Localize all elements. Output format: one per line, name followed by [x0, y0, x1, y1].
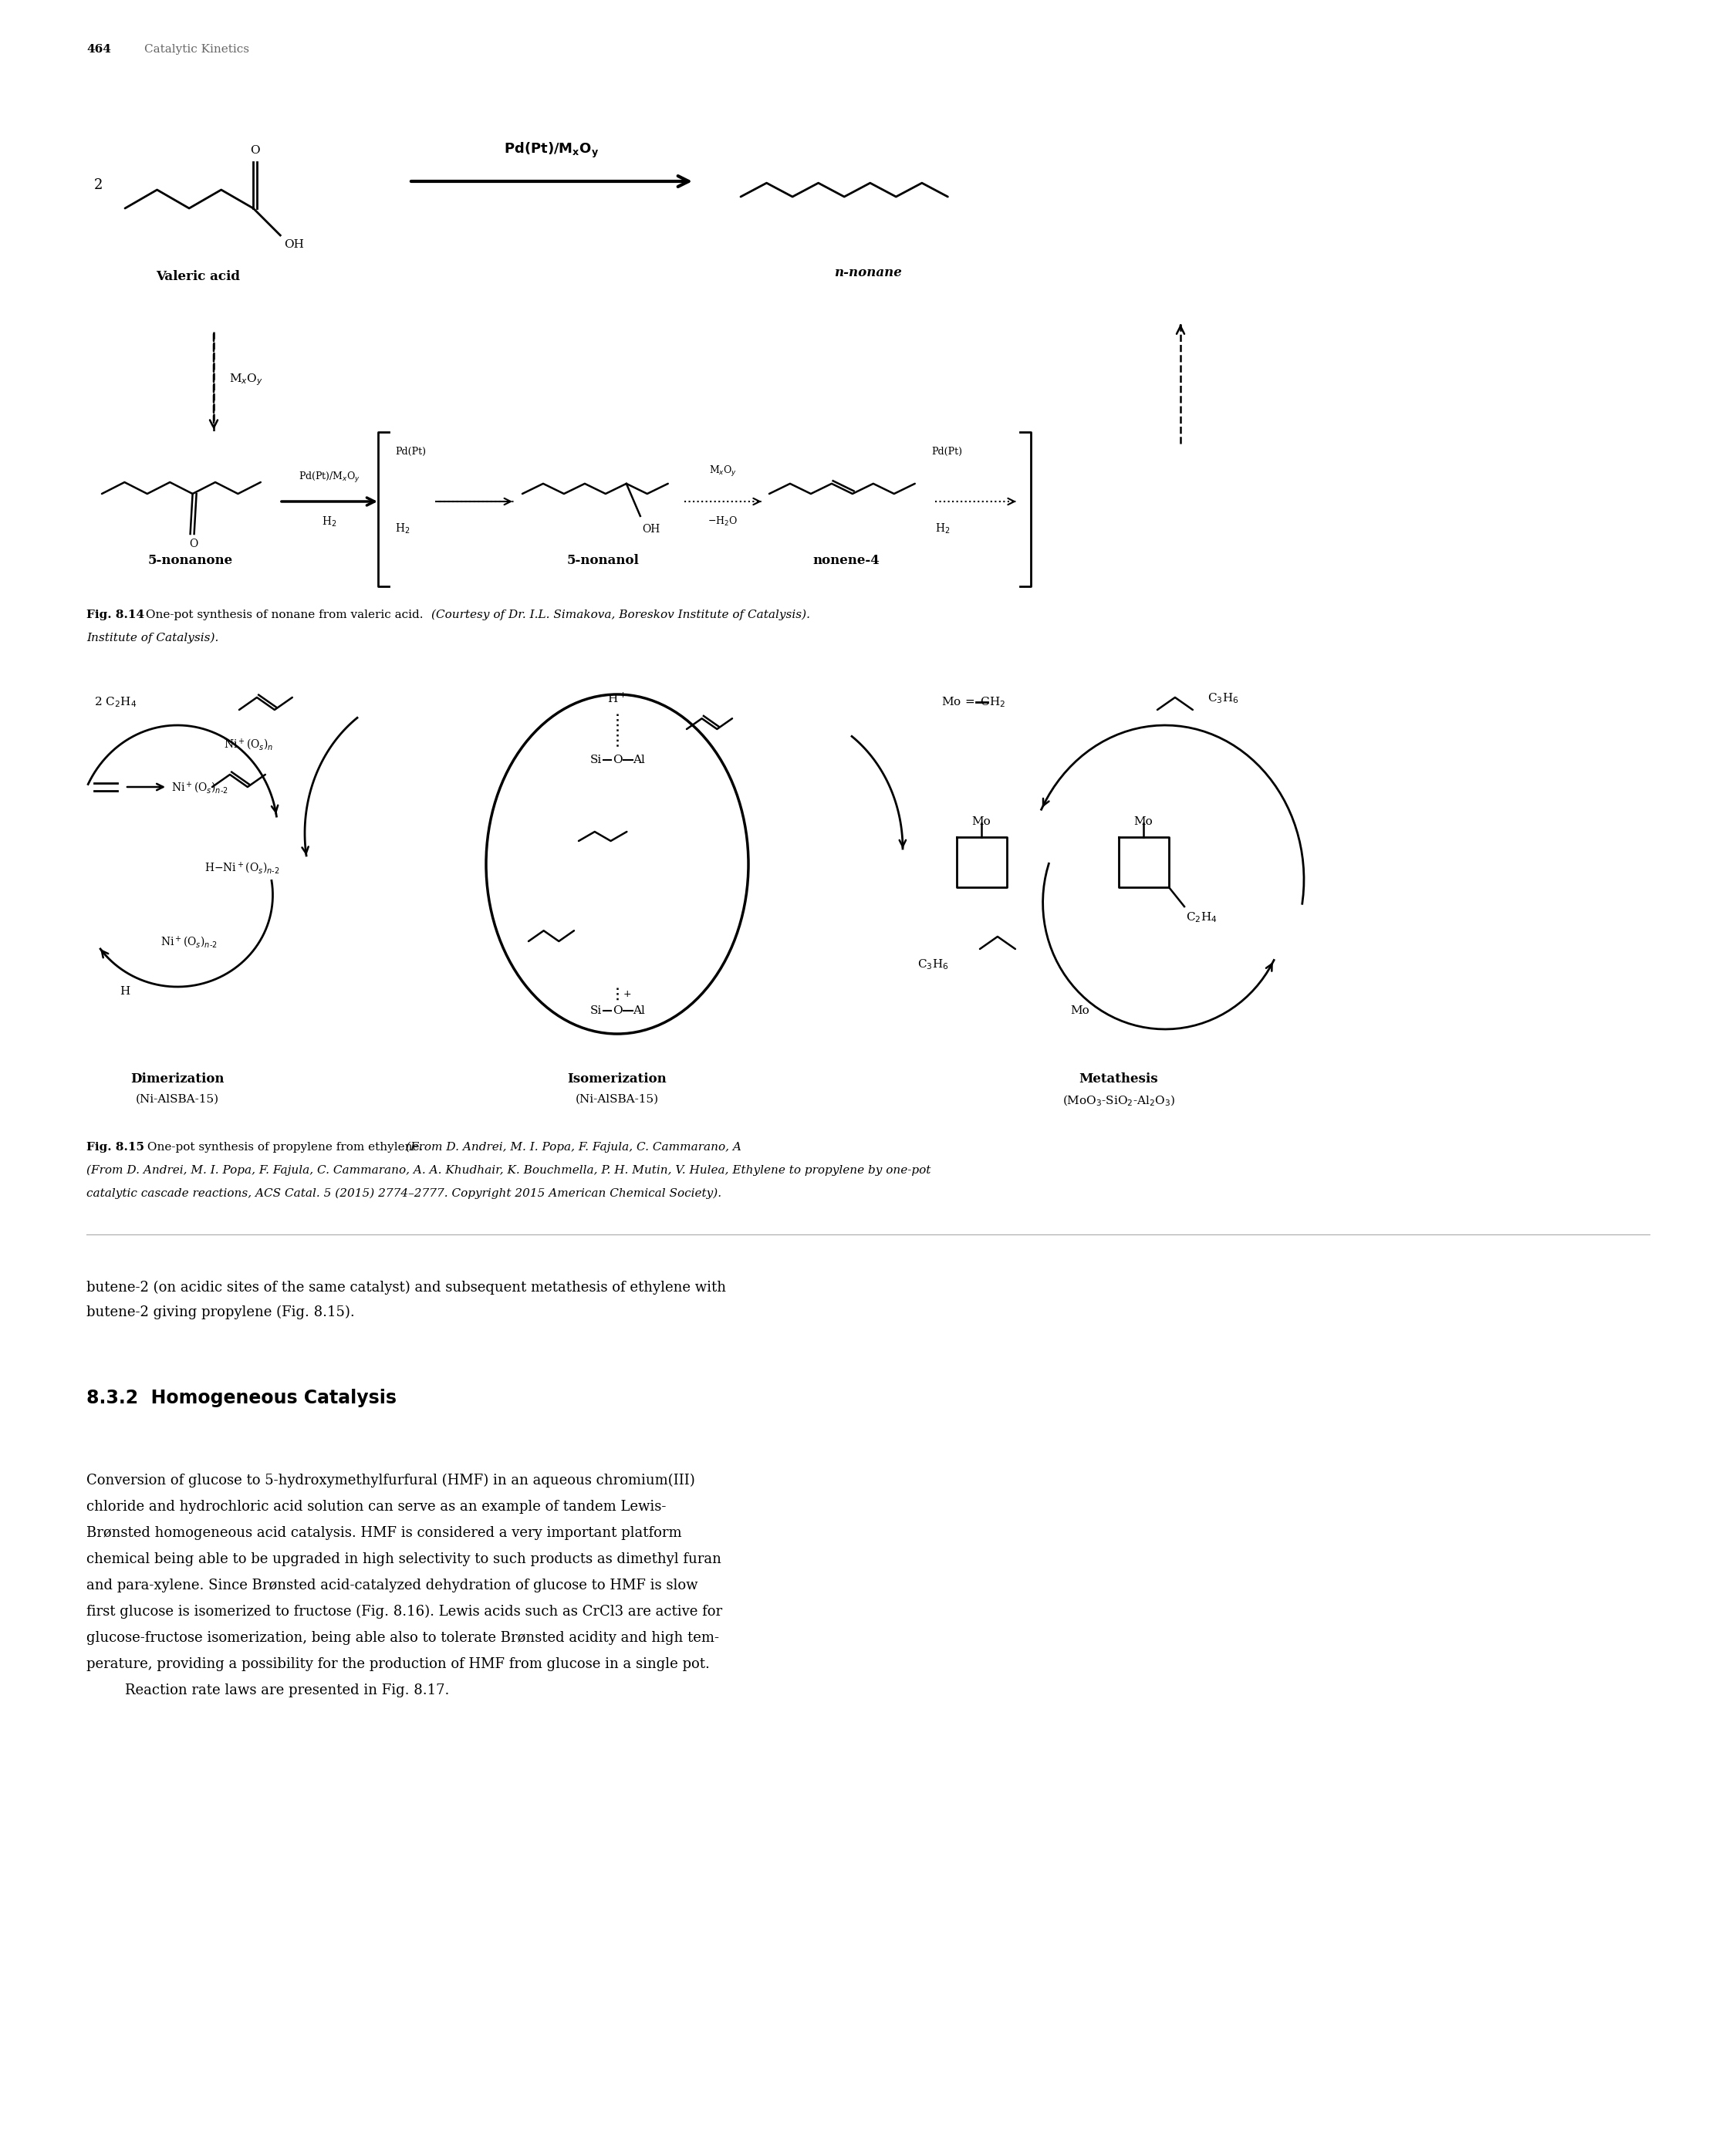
Text: n-nonane: n-nonane [833, 265, 903, 278]
Text: Metathesis: Metathesis [1080, 1073, 1158, 1085]
Text: 8.3.2  Homogeneous Catalysis: 8.3.2 Homogeneous Catalysis [87, 1390, 396, 1407]
Text: $-$H$_2$O: $-$H$_2$O [708, 516, 738, 529]
Text: Si: Si [590, 754, 602, 764]
Text: M$_x$O$_y$: M$_x$O$_y$ [229, 373, 262, 388]
Text: +: + [623, 989, 632, 998]
Text: Pd(Pt): Pd(Pt) [930, 445, 962, 456]
Text: Brønsted homogeneous acid catalysis. HMF is considered a very important platform: Brønsted homogeneous acid catalysis. HMF… [87, 1527, 682, 1539]
Text: (Courtesy of Dr. I.L. Simakova, Boreskov Institute of Catalysis).: (Courtesy of Dr. I.L. Simakova, Boreskov… [431, 610, 811, 621]
Text: C$_3$H$_6$: C$_3$H$_6$ [1208, 692, 1240, 704]
Text: Ni$^+$(O$_s$)$_{n\text{-}2}$: Ni$^+$(O$_s$)$_{n\text{-}2}$ [172, 779, 227, 794]
Text: H$_2$: H$_2$ [321, 516, 337, 529]
Text: OH: OH [642, 525, 660, 535]
Text: H$^+$: H$^+$ [608, 692, 627, 704]
Text: H$_2$: H$_2$ [396, 522, 410, 535]
Text: (From D. Andrei, M. I. Popa, F. Fajula, C. Cammarano, A: (From D. Andrei, M. I. Popa, F. Fajula, … [406, 1141, 741, 1154]
Text: 464: 464 [87, 45, 111, 56]
Text: (Ni-AlSBA-15): (Ni-AlSBA-15) [135, 1094, 219, 1105]
Text: Al: Al [632, 1006, 646, 1017]
Text: Isomerization: Isomerization [568, 1073, 667, 1085]
Text: H$-$Ni$^+$(O$_s$)$_{n\text{-}2}$: H$-$Ni$^+$(O$_s$)$_{n\text{-}2}$ [205, 861, 279, 876]
Text: chemical being able to be upgraded in high selectivity to such products as dimet: chemical being able to be upgraded in hi… [87, 1552, 722, 1567]
Text: Si: Si [590, 1006, 602, 1017]
Text: OH: OH [285, 240, 304, 250]
Text: O: O [189, 540, 198, 550]
Text: Ni$^+$(O$_s$)$_{n\text{-}2}$: Ni$^+$(O$_s$)$_{n\text{-}2}$ [160, 933, 217, 948]
Text: M$_x$O$_y$: M$_x$O$_y$ [708, 465, 736, 477]
Text: first glucose is isomerized to fructose (Fig. 8.16). Lewis acids such as CrCl3 a: first glucose is isomerized to fructose … [87, 1606, 722, 1619]
Text: C$_2$H$_4$: C$_2$H$_4$ [1186, 910, 1217, 925]
Text: O: O [250, 146, 260, 156]
Text: chloride and hydrochloric acid solution can serve as an example of tandem Lewis-: chloride and hydrochloric acid solution … [87, 1501, 667, 1514]
Text: perature, providing a possibility for the production of HMF from glucose in a si: perature, providing a possibility for th… [87, 1657, 710, 1672]
Text: Reaction rate laws are presented in Fig. 8.17.: Reaction rate laws are presented in Fig.… [125, 1683, 450, 1698]
Text: One-pot synthesis of nonane from valeric acid.: One-pot synthesis of nonane from valeric… [142, 610, 427, 621]
Text: butene-2 giving propylene (Fig. 8.15).: butene-2 giving propylene (Fig. 8.15). [87, 1306, 354, 1319]
Text: Fig. 8.15: Fig. 8.15 [87, 1141, 144, 1152]
Text: Mo: Mo [1134, 816, 1153, 826]
Text: Al: Al [632, 754, 646, 764]
Text: H: H [120, 987, 130, 998]
Text: (Ni-AlSBA-15): (Ni-AlSBA-15) [576, 1094, 660, 1105]
Text: Fig. 8.14: Fig. 8.14 [87, 610, 144, 621]
Text: H$_2$: H$_2$ [936, 522, 950, 535]
Text: Valeric acid: Valeric acid [156, 270, 240, 283]
Text: (MoO$_3$-SiO$_2$-Al$_2$O$_3$): (MoO$_3$-SiO$_2$-Al$_2$O$_3$) [1062, 1094, 1175, 1109]
Text: (From D. Andrei, M. I. Popa, F. Fajula, C. Cammarano, A. A. Khudhair, K. Bouchme: (From D. Andrei, M. I. Popa, F. Fajula, … [87, 1165, 930, 1175]
Text: butene-2 (on acidic sites of the same catalyst) and subsequent metathesis of eth: butene-2 (on acidic sites of the same ca… [87, 1280, 726, 1295]
Text: 5-nonanol: 5-nonanol [568, 555, 639, 567]
Text: Pd(Pt)/M$_x$O$_y$: Pd(Pt)/M$_x$O$_y$ [299, 471, 361, 484]
Text: Institute of Catalysis).: Institute of Catalysis). [87, 632, 219, 644]
Text: Dimerization: Dimerization [130, 1073, 224, 1085]
Text: Mo $\!=$ CH$_2$: Mo $\!=$ CH$_2$ [941, 696, 1005, 709]
Text: 5-nonanone: 5-nonanone [148, 555, 233, 567]
Text: One-pot synthesis of propylene from ethylene.: One-pot synthesis of propylene from ethy… [144, 1141, 427, 1152]
Text: 2 C$_2$H$_4$: 2 C$_2$H$_4$ [94, 696, 137, 709]
Text: glucose-fructose isomerization, being able also to tolerate Brønsted acidity and: glucose-fructose isomerization, being ab… [87, 1631, 719, 1644]
Text: O: O [613, 1006, 621, 1017]
Text: Pd(Pt): Pd(Pt) [396, 445, 425, 456]
Text: Ni$^+$(O$_s$)$_n$: Ni$^+$(O$_s$)$_n$ [224, 737, 274, 751]
Text: catalytic cascade reactions, ACS Catal. 5 (2015) 2774–2777. Copyright 2015 Ameri: catalytic cascade reactions, ACS Catal. … [87, 1188, 722, 1199]
Text: 2: 2 [94, 178, 102, 193]
Text: Conversion of glucose to 5-hydroxymethylfurfural (HMF) in an aqueous chromium(II: Conversion of glucose to 5-hydroxymethyl… [87, 1473, 694, 1488]
Text: nonene-4: nonene-4 [812, 555, 880, 567]
Text: Catalytic Kinetics: Catalytic Kinetics [144, 45, 250, 56]
Text: O: O [613, 754, 621, 764]
Text: $\mathbf{Pd(Pt)/M_xO_y}$: $\mathbf{Pd(Pt)/M_xO_y}$ [503, 141, 599, 161]
Text: Mo: Mo [1071, 1006, 1090, 1017]
Text: Mo: Mo [972, 816, 991, 826]
Text: C$_3$H$_6$: C$_3$H$_6$ [918, 957, 950, 972]
Text: and para-xylene. Since Brønsted acid-catalyzed dehydration of glucose to HMF is : and para-xylene. Since Brønsted acid-cat… [87, 1578, 698, 1593]
